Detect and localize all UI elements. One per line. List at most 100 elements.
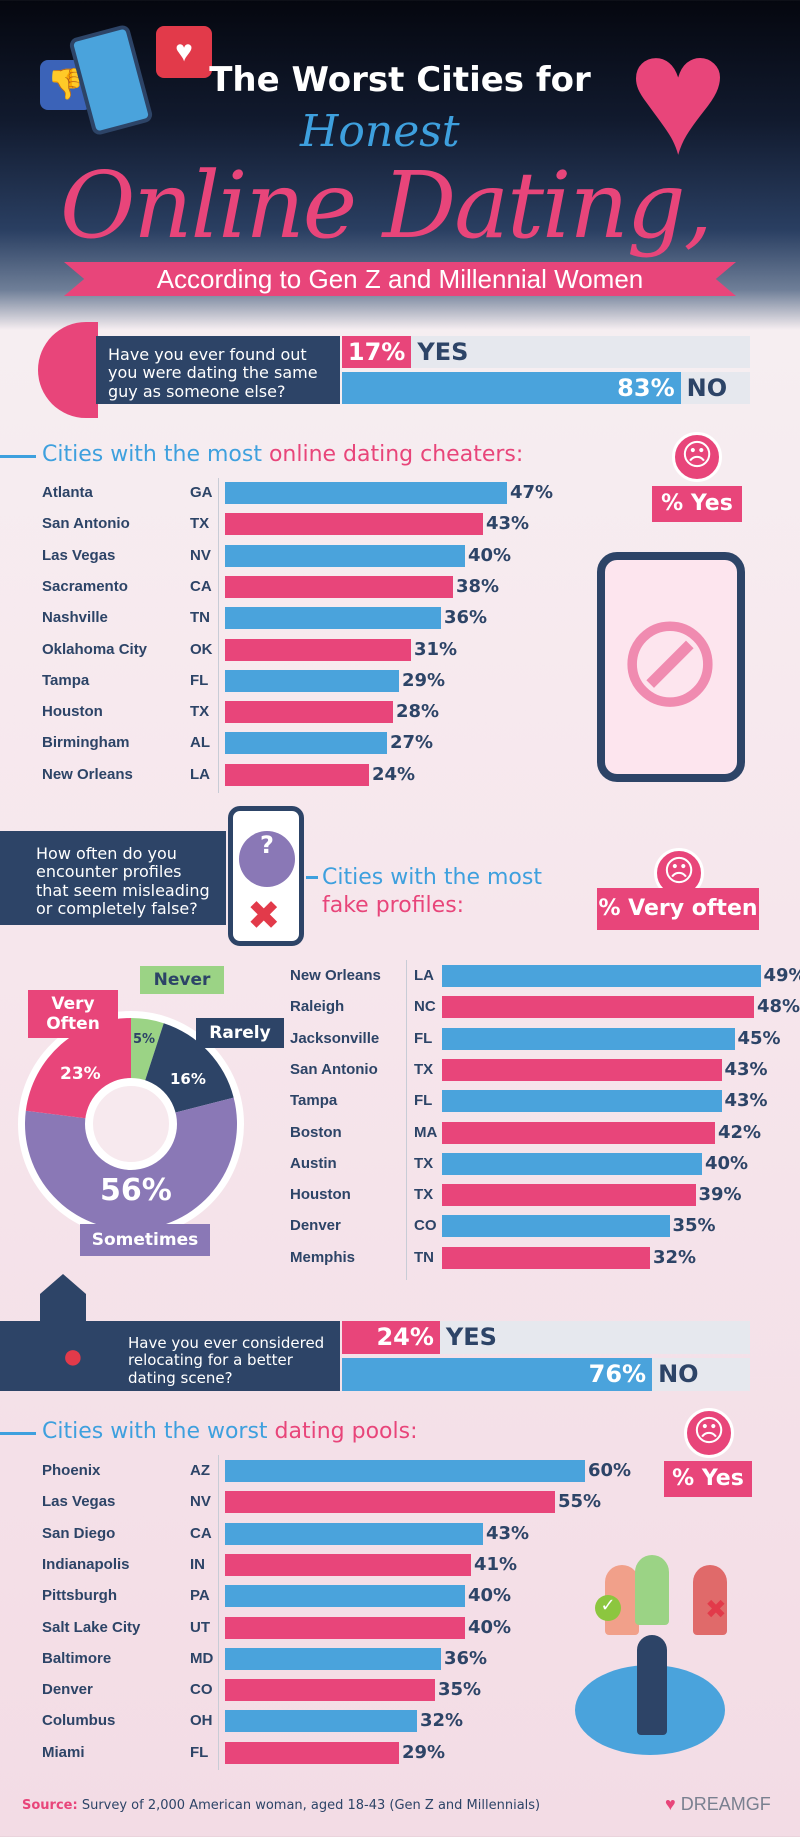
city-label: Denver bbox=[290, 1217, 341, 1235]
city-label: New Orleans bbox=[290, 967, 381, 984]
bar bbox=[442, 1215, 670, 1238]
city-label: San Antonio bbox=[290, 1060, 378, 1078]
value-label: 45% bbox=[737, 1027, 781, 1049]
bar-row: Raleigh NC 48% bbox=[0, 996, 800, 1019]
value-label: 41% bbox=[474, 1553, 518, 1575]
city-label: Las Vegas bbox=[42, 1493, 116, 1511]
section1-title-hl: online dating cheaters: bbox=[268, 442, 524, 467]
section3-title-hl: dating pools: bbox=[274, 1419, 418, 1444]
heart-logo-icon: ♥ bbox=[665, 1794, 676, 1814]
value-label: 43% bbox=[486, 513, 530, 535]
city-label: Birmingham bbox=[42, 734, 130, 752]
location-pin-icon: ● bbox=[62, 1335, 84, 1376]
state-label: TX bbox=[414, 1060, 434, 1078]
state-label: UT bbox=[190, 1618, 210, 1636]
bar bbox=[225, 607, 441, 630]
city-label: Tampa bbox=[290, 1092, 338, 1110]
state-label: CA bbox=[190, 577, 212, 595]
section-line bbox=[0, 1432, 36, 1435]
q1-yes-bar: 17% bbox=[342, 336, 412, 368]
value-label: 36% bbox=[444, 607, 488, 629]
sad-face-icon: ☹ bbox=[684, 1408, 734, 1458]
bar-row: New Orleans LA 24% bbox=[0, 763, 800, 786]
section2-badge: % Very often bbox=[597, 888, 759, 930]
city-label: Salt Lake City bbox=[42, 1618, 141, 1636]
bar bbox=[225, 1616, 465, 1639]
section1-badge: % Yes bbox=[652, 486, 742, 522]
bar bbox=[442, 1027, 735, 1050]
bar-row: San Diego CA 43% bbox=[0, 1522, 800, 1545]
red-x-icon: ✖ bbox=[247, 893, 281, 939]
broken-heart-icon: ♥ bbox=[627, 0, 729, 190]
section3-title-pre: Cities with the worst bbox=[42, 1419, 275, 1444]
q3-no-label: NO bbox=[658, 1360, 699, 1388]
brand-name: DREAMGF bbox=[680, 1794, 771, 1814]
value-label: 24% bbox=[372, 763, 416, 785]
city-label: Raleigh bbox=[290, 998, 345, 1016]
donut-slice-sometimes bbox=[25, 1097, 237, 1230]
state-label: OK bbox=[190, 640, 213, 658]
section1-title: Cities with the most online dating cheat… bbox=[42, 442, 523, 467]
city-label: Tampa bbox=[42, 671, 90, 689]
value-label: 43% bbox=[724, 1090, 768, 1112]
state-label: FL bbox=[414, 1092, 433, 1110]
bar bbox=[225, 763, 369, 786]
bar bbox=[225, 575, 453, 598]
profile-phone-icon: ? ✖ bbox=[228, 806, 304, 946]
state-label: MA bbox=[414, 1123, 438, 1141]
city-label: San Diego bbox=[42, 1524, 116, 1542]
q2-question: How often do you encounter profiles that… bbox=[0, 831, 226, 925]
bar bbox=[225, 732, 387, 755]
bar-row: Las Vegas NV 55% bbox=[0, 1491, 800, 1514]
state-label: TX bbox=[190, 515, 210, 533]
bar-row: Baltimore MD 36% bbox=[0, 1647, 800, 1670]
value-label: 35% bbox=[672, 1215, 716, 1237]
state-label: FL bbox=[190, 671, 209, 689]
prohibited-heart-icon: ⊘ bbox=[615, 587, 725, 733]
check-icon: ✓ bbox=[595, 1595, 621, 1621]
state-label: LA bbox=[414, 967, 434, 984]
bar bbox=[442, 1090, 722, 1113]
bar bbox=[225, 669, 399, 692]
bar-row: Houston TX 39% bbox=[0, 1184, 800, 1207]
city-label: Columbus bbox=[42, 1712, 116, 1730]
donut-value-sometimes: 56% bbox=[100, 1173, 172, 1208]
city-label: Austin bbox=[290, 1154, 337, 1172]
title-line1: The Worst Cities for bbox=[209, 60, 591, 100]
value-label: 28% bbox=[396, 701, 440, 723]
donut-label-never: Never bbox=[140, 966, 224, 994]
bar-row: Houston TX 28% bbox=[0, 701, 800, 724]
state-label: FL bbox=[414, 1029, 433, 1047]
subtitle-banner: According to Gen Z and Millennial Women bbox=[64, 262, 736, 296]
source-label: Source: bbox=[22, 1798, 78, 1813]
value-label: 43% bbox=[486, 1522, 530, 1544]
bar bbox=[225, 1679, 435, 1702]
bar bbox=[225, 1741, 399, 1764]
state-label: OH bbox=[190, 1712, 213, 1730]
bar-row: Birmingham AL 27% bbox=[0, 732, 800, 755]
city-label: Oklahoma City bbox=[42, 640, 148, 658]
city-label: Memphis bbox=[290, 1248, 356, 1266]
state-label: PA bbox=[190, 1587, 210, 1605]
city-label: Indianapolis bbox=[42, 1555, 130, 1573]
section3-title: Cities with the worst dating pools: bbox=[42, 1419, 418, 1444]
city-label: Jacksonville bbox=[290, 1029, 380, 1047]
value-label: 43% bbox=[724, 1058, 768, 1080]
donut-hole bbox=[85, 1078, 177, 1170]
value-label: 40% bbox=[468, 544, 512, 566]
value-label: 32% bbox=[653, 1246, 697, 1268]
bar-row: Boston MA 42% bbox=[0, 1121, 800, 1144]
bar bbox=[442, 1246, 650, 1269]
donut-value-never: 5% bbox=[133, 1032, 156, 1047]
bar-row: Las Vegas NV 40% bbox=[0, 544, 800, 567]
bar bbox=[442, 1152, 702, 1175]
bar bbox=[225, 544, 465, 567]
city-label: Phoenix bbox=[42, 1462, 101, 1479]
donut-slice-rarely bbox=[143, 1023, 234, 1114]
sad-face-icon: ☹ bbox=[672, 432, 722, 482]
state-label: TN bbox=[190, 609, 210, 627]
bar bbox=[225, 701, 393, 724]
bar bbox=[225, 1491, 555, 1514]
value-label: 35% bbox=[438, 1679, 482, 1701]
bar-row: Nashville TN 36% bbox=[0, 607, 800, 630]
